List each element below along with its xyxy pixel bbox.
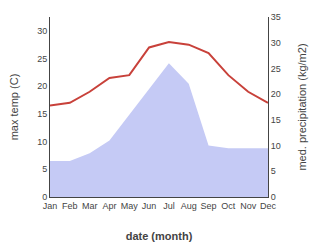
svg-text:Sep: Sep	[201, 201, 217, 211]
svg-text:0: 0	[271, 192, 276, 202]
svg-text:25: 25	[271, 64, 281, 74]
svg-text:5: 5	[42, 164, 47, 174]
svg-text:30: 30	[37, 26, 47, 36]
svg-text:max temp (C): max temp (C)	[8, 74, 20, 141]
svg-text:25: 25	[37, 54, 47, 64]
svg-text:Jan: Jan	[43, 201, 58, 211]
svg-text:Jun: Jun	[142, 201, 157, 211]
svg-text:5: 5	[271, 166, 276, 176]
svg-text:Jul: Jul	[163, 201, 175, 211]
svg-text:10: 10	[37, 137, 47, 147]
svg-text:20: 20	[37, 81, 47, 91]
svg-text:20: 20	[271, 89, 281, 99]
svg-text:Mar: Mar	[82, 201, 98, 211]
svg-text:Apr: Apr	[102, 201, 116, 211]
svg-text:med. precipitation (kg/m2): med. precipitation (kg/m2)	[296, 43, 308, 170]
svg-text:Nov: Nov	[240, 201, 257, 211]
svg-text:May: May	[121, 201, 139, 211]
svg-text:15: 15	[271, 115, 281, 125]
svg-text:Dec: Dec	[260, 201, 277, 211]
svg-text:Oct: Oct	[221, 201, 236, 211]
svg-text:date (month): date (month)	[126, 230, 193, 242]
svg-text:30: 30	[271, 38, 281, 48]
svg-text:35: 35	[271, 12, 281, 22]
svg-text:10: 10	[271, 141, 281, 151]
svg-text:Feb: Feb	[62, 201, 78, 211]
svg-text:Aug: Aug	[181, 201, 197, 211]
svg-text:0: 0	[42, 192, 47, 202]
svg-text:15: 15	[37, 109, 47, 119]
